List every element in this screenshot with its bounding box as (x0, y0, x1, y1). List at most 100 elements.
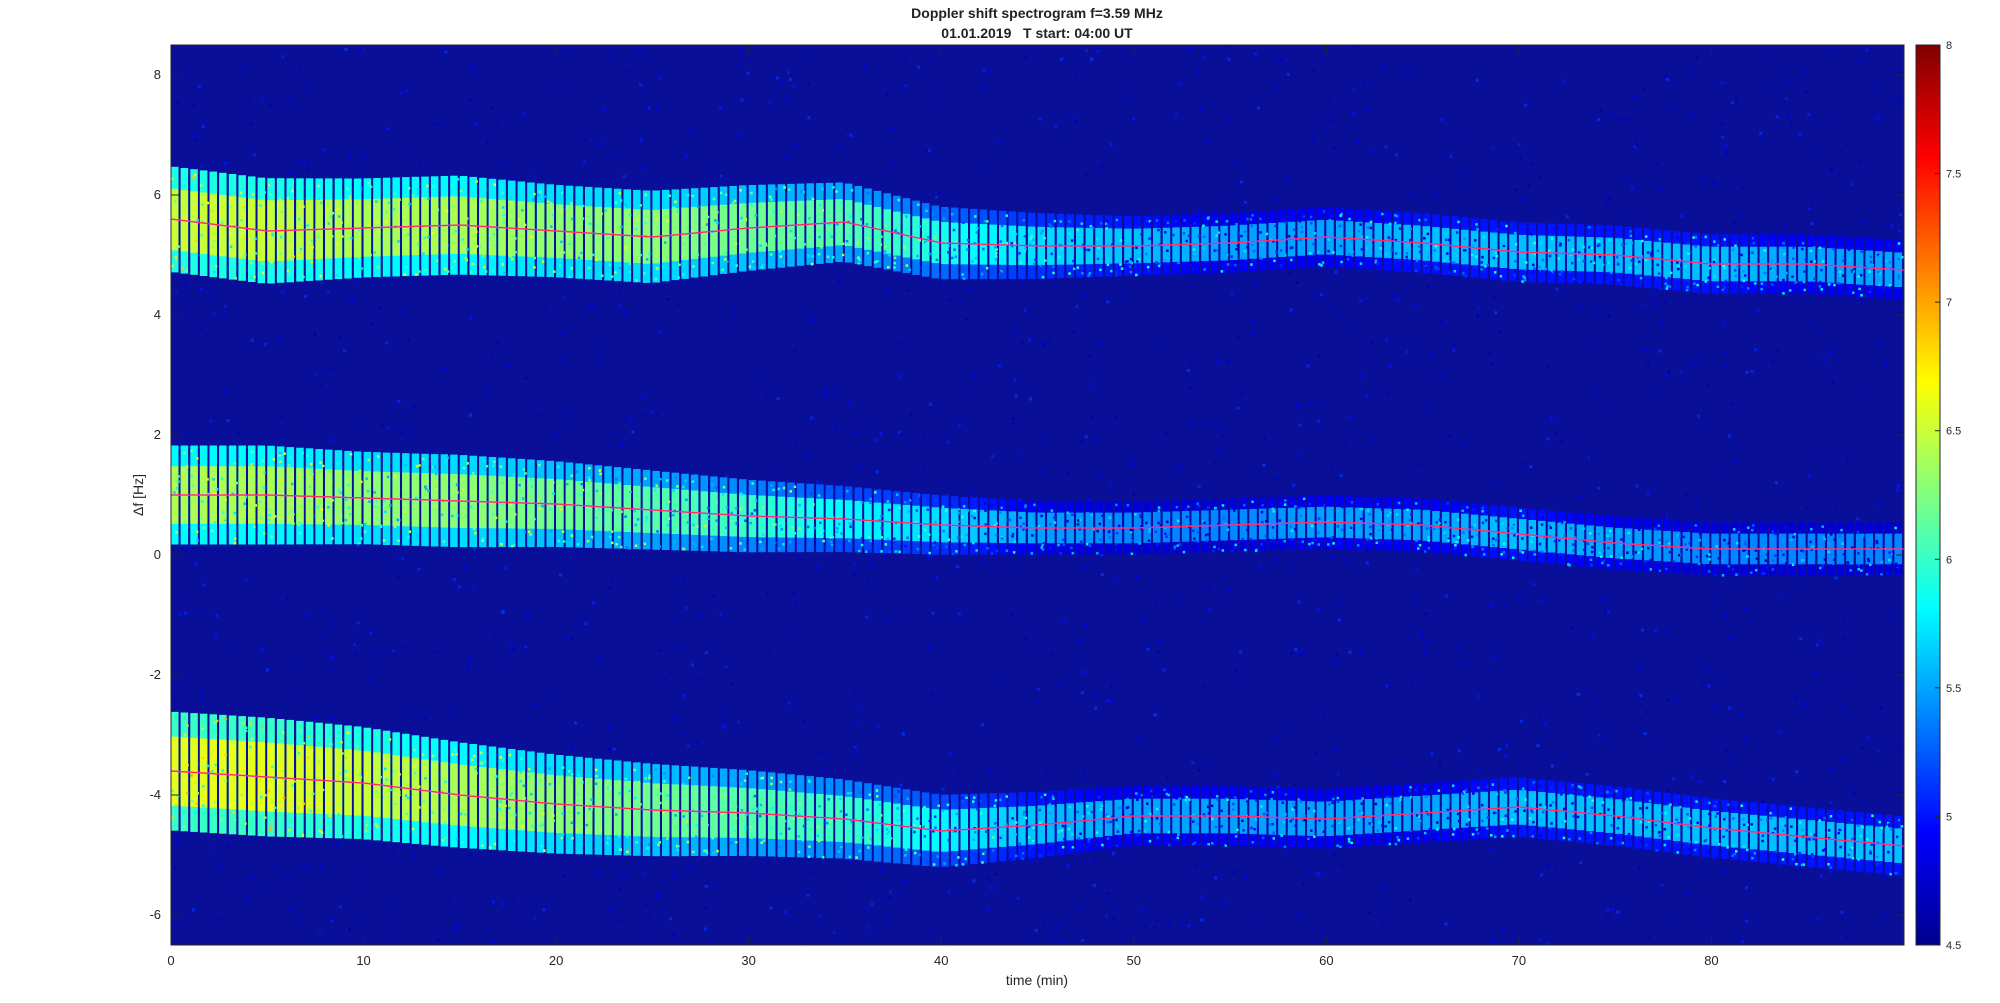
trace-speckle (1096, 237, 1099, 241)
noise-speckle (1815, 643, 1819, 647)
trace-speckle (280, 210, 284, 214)
noise-speckle (1214, 876, 1218, 880)
trace-speckle (1752, 241, 1755, 245)
noise-speckle (608, 748, 612, 751)
trace-speckle (288, 829, 291, 832)
trace-speckle (272, 458, 276, 461)
trace-speckle (1608, 238, 1611, 242)
noise-speckle (853, 573, 857, 577)
trace-speckle (1172, 233, 1175, 237)
trace-speckle (1568, 564, 1571, 567)
trace-speckle (750, 191, 753, 195)
trace-speckle (499, 502, 503, 505)
trace-speckle (1492, 256, 1496, 260)
trace-speckle (1617, 278, 1620, 282)
trace-speckle (538, 463, 541, 467)
noise-speckle (610, 577, 614, 581)
trace-speckle (724, 251, 727, 255)
trace-speckle (243, 504, 247, 508)
noise-speckle (1366, 108, 1370, 112)
trace-speckle (1888, 261, 1892, 264)
trace-speckle (501, 481, 504, 485)
trace-speckle (1187, 521, 1190, 524)
trace-speckle (297, 217, 301, 221)
trace-speckle (831, 516, 835, 519)
trace-speckle (201, 727, 204, 731)
noise-speckle (250, 338, 254, 342)
noise-speckle (1547, 942, 1551, 945)
trace-speckle (259, 811, 263, 814)
trace-speckle (1569, 527, 1573, 530)
trace-speckle (588, 222, 592, 225)
trace-speckle (846, 532, 849, 536)
trace-speckle (1028, 243, 1032, 246)
trace-speckle (445, 237, 448, 241)
trace-speckle (354, 247, 358, 250)
trace-speckle (1388, 519, 1391, 523)
trace-speckle (860, 543, 864, 547)
trace-speckle (906, 500, 910, 503)
noise-speckle (212, 311, 216, 315)
trace-speckle (1192, 248, 1196, 251)
trace-speckle (1234, 543, 1237, 547)
trace-speckle (1839, 274, 1842, 277)
trace-speckle (1692, 236, 1695, 239)
trace-speckle (1060, 247, 1063, 251)
trace-speckle (1052, 271, 1055, 275)
noise-speckle (1297, 911, 1301, 915)
trace-speckle (1619, 562, 1623, 565)
trace-speckle (1321, 215, 1324, 218)
noise-speckle (496, 255, 500, 259)
trace-speckle (897, 198, 900, 202)
noise-speckle (765, 861, 769, 865)
noise-speckle (438, 869, 442, 873)
noise-speckle (1255, 910, 1259, 914)
noise-speckle (1585, 772, 1589, 776)
trace-speckle (319, 461, 322, 464)
trace-speckle (249, 722, 253, 725)
trace-speckle (1723, 238, 1726, 241)
trace-speckle (885, 828, 889, 831)
trace-peak-line (171, 218, 1904, 271)
trace-speckle (464, 813, 467, 816)
trace-speckle (181, 266, 185, 270)
trace-speckle (451, 797, 454, 801)
trace-speckle (599, 492, 602, 495)
trace-speckle (692, 789, 696, 793)
noise-speckle (1275, 737, 1279, 741)
trace-speckle (1222, 517, 1226, 520)
trace-speckle (1426, 232, 1430, 236)
noise-speckle (520, 912, 524, 916)
noise-speckle (931, 611, 935, 615)
noise-speckle (641, 941, 645, 944)
noise-speckle (227, 649, 231, 653)
trace-speckle (857, 256, 860, 259)
trace-speckle (561, 530, 565, 533)
trace-speckle (459, 812, 463, 816)
trace-speckle (234, 537, 237, 540)
noise-speckle (1860, 746, 1864, 750)
trace-speckle (408, 530, 412, 533)
noise-speckle (675, 647, 679, 651)
trace-speckle (672, 489, 675, 493)
noise-speckle (1062, 941, 1066, 944)
trace-speckle (322, 464, 325, 468)
trace-speckle (383, 499, 386, 503)
trace-speckle (262, 486, 266, 489)
trace-speckle (1901, 256, 1904, 259)
trace-speckle (360, 267, 364, 270)
trace-speckle (618, 852, 621, 855)
noise-speckle (1286, 848, 1290, 852)
trace-speckle (561, 812, 565, 815)
trace-speckle (1336, 525, 1340, 528)
trace-speckle (434, 757, 438, 760)
trace-speckle (1560, 270, 1564, 273)
trace-speckle (299, 186, 303, 189)
trace-speckle (278, 453, 282, 457)
trace-speckle (244, 822, 247, 825)
trace-speckle (1524, 267, 1527, 271)
trace-speckle (935, 258, 939, 262)
trace-speckle (734, 242, 738, 245)
trace-speckle (1558, 539, 1561, 542)
trace-speckle (281, 262, 284, 265)
